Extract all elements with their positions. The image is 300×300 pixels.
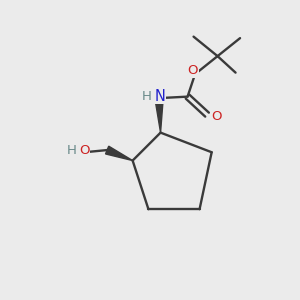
Polygon shape	[106, 146, 133, 160]
Text: O: O	[211, 110, 221, 123]
Polygon shape	[155, 98, 163, 133]
Text: H: H	[142, 89, 152, 103]
Text: N: N	[155, 88, 166, 104]
Text: O: O	[188, 64, 198, 77]
Text: O: O	[79, 145, 89, 158]
Text: H: H	[67, 145, 77, 158]
